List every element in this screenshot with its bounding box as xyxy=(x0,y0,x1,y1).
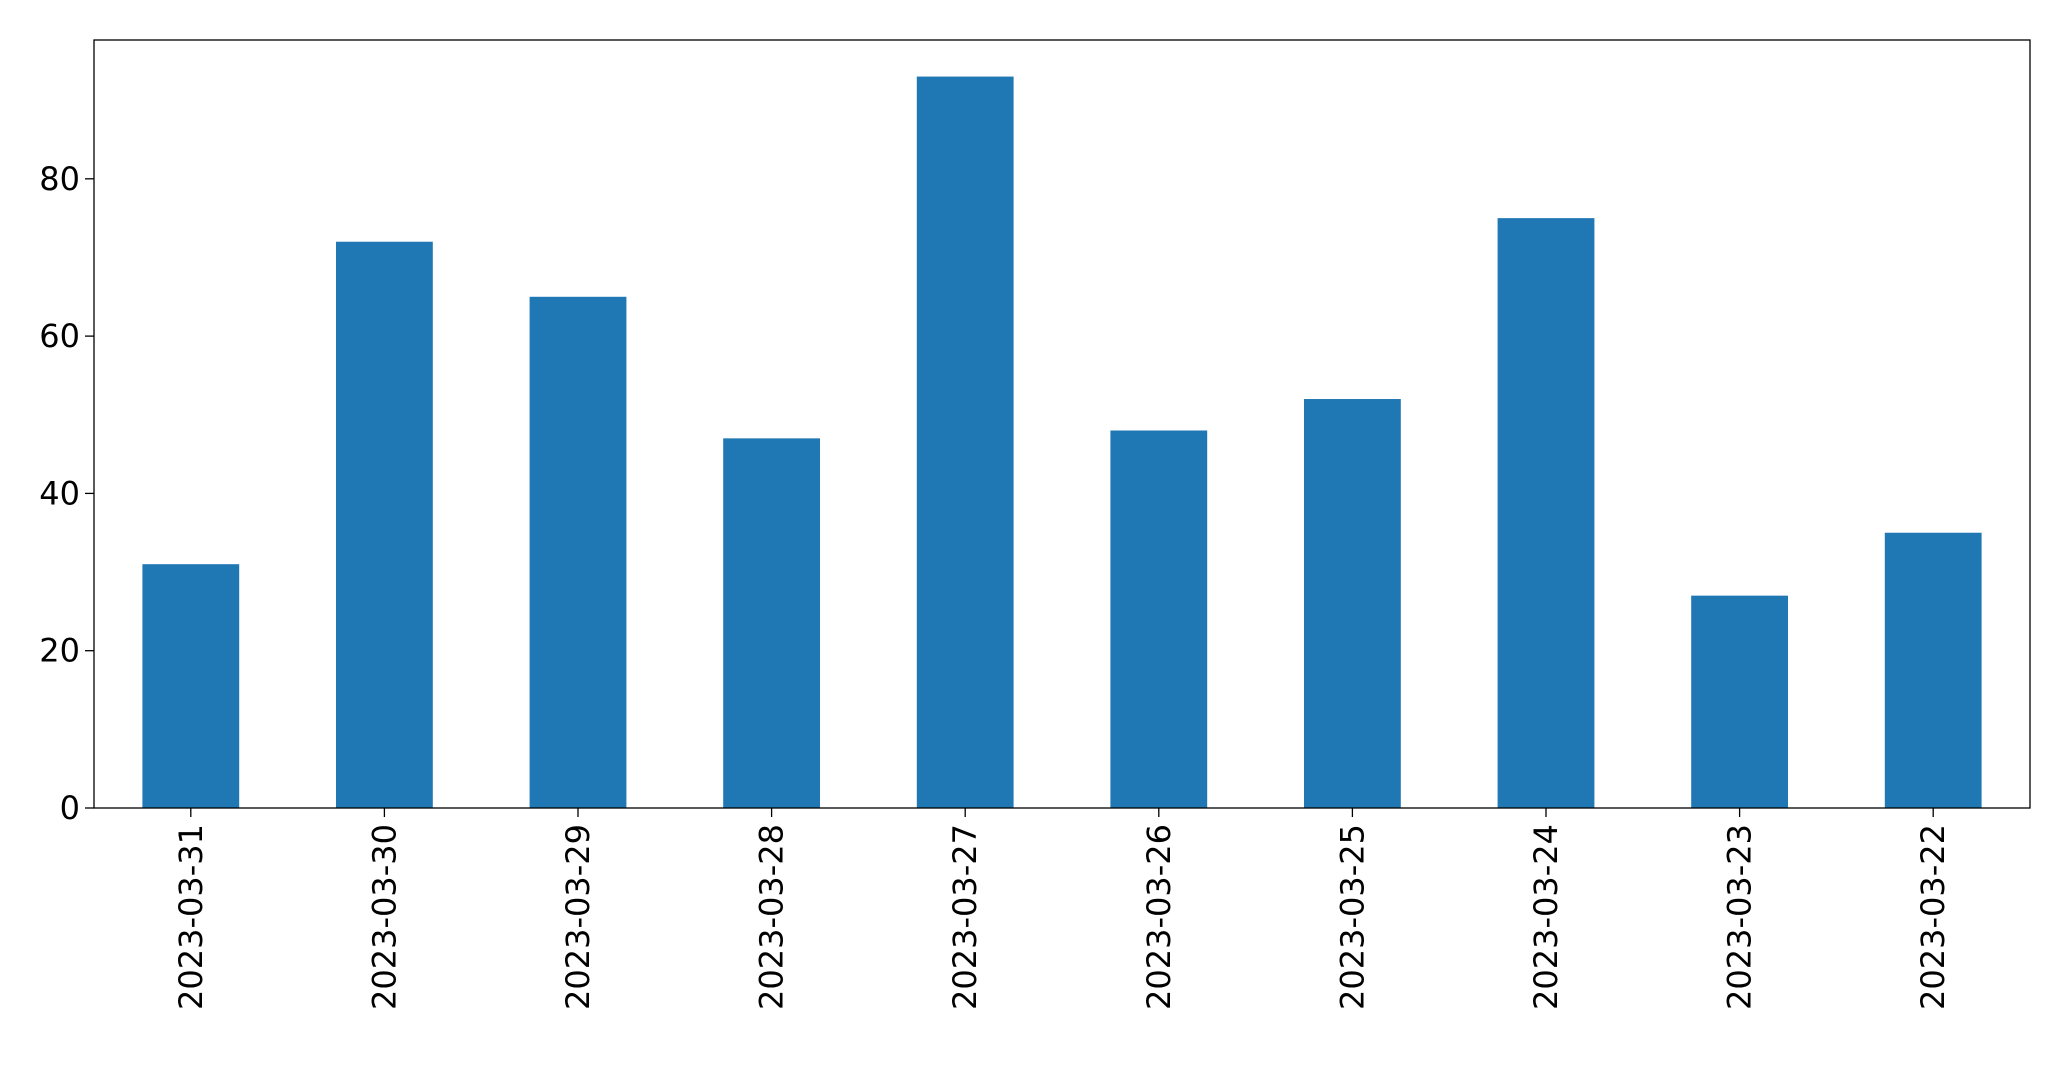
bar xyxy=(1110,430,1208,808)
bar xyxy=(1691,595,1788,808)
y-tick-label: 60 xyxy=(39,317,80,355)
y-tick-label: 20 xyxy=(39,632,80,670)
y-tick-label: 0 xyxy=(60,789,80,827)
x-tick-label: 2023-03-28 xyxy=(753,824,791,1010)
bar xyxy=(142,564,240,808)
x-tick-label: 2023-03-27 xyxy=(946,824,984,1010)
y-tick-label: 40 xyxy=(39,474,80,512)
x-tick-label: 2023-03-23 xyxy=(1721,824,1759,1010)
bar xyxy=(529,296,627,808)
bar xyxy=(916,76,1014,809)
x-tick-label: 2023-03-31 xyxy=(172,824,210,1010)
x-tick-label: 2023-03-24 xyxy=(1527,824,1565,1010)
x-tick-label: 2023-03-22 xyxy=(1914,824,1952,1010)
bar xyxy=(336,241,433,808)
bar xyxy=(1884,532,1982,808)
x-tick-label: 2023-03-30 xyxy=(365,824,403,1010)
x-tick-label: 2023-03-25 xyxy=(1333,824,1371,1010)
bar xyxy=(723,438,820,808)
bar xyxy=(1304,399,1401,808)
x-tick-label: 2023-03-29 xyxy=(559,824,597,1010)
y-tick-label: 80 xyxy=(39,160,80,198)
bar xyxy=(1497,218,1595,808)
plot-frame xyxy=(93,39,2031,809)
x-tick-label: 2023-03-26 xyxy=(1140,824,1178,1010)
